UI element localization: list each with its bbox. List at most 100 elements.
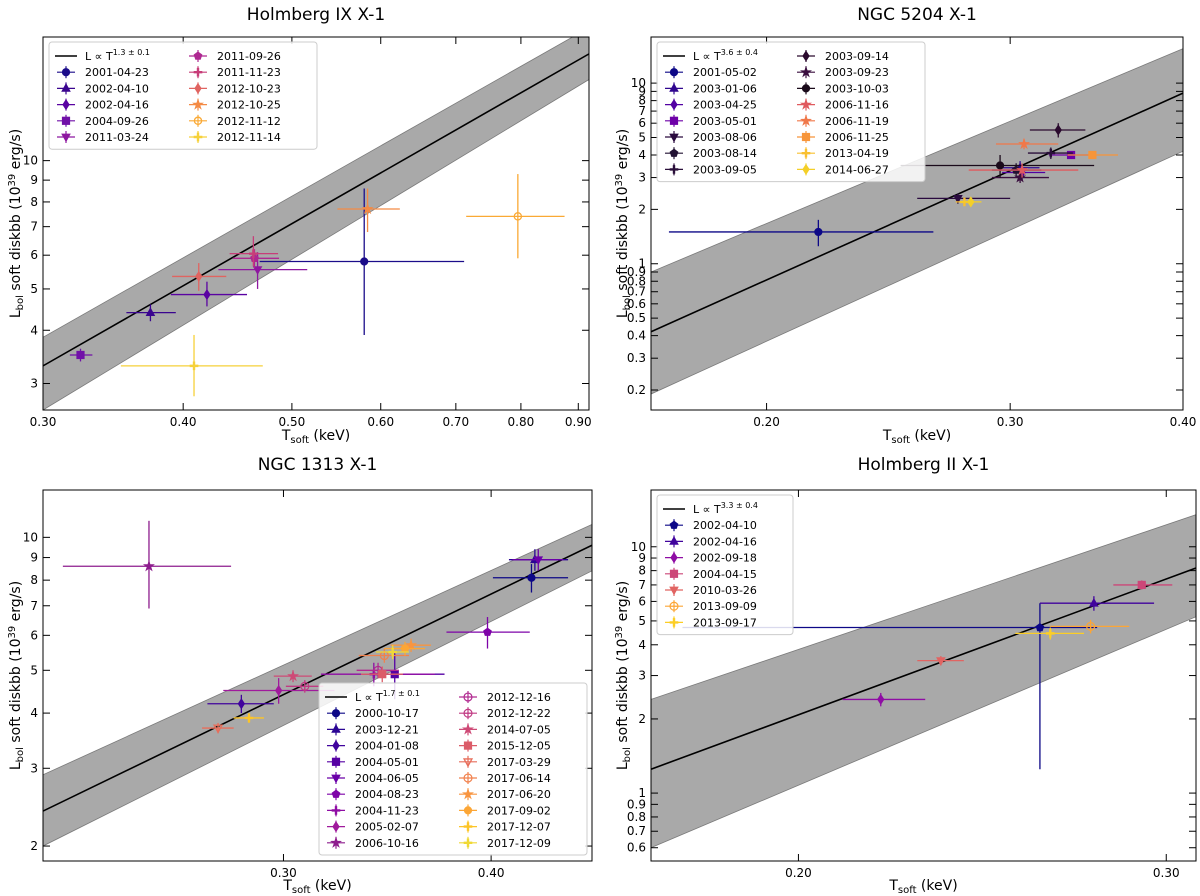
legend-entry-2014-07-05: 2014-07-05 xyxy=(459,723,551,736)
x-tick-label: 0.30 xyxy=(270,866,297,880)
panel-3-point-2012-12-22 xyxy=(285,680,324,693)
panel-3-point-2004-08-23 xyxy=(446,617,530,649)
legend-label: 2017-09-02 xyxy=(487,804,551,817)
legend-label: 2001-05-02 xyxy=(693,66,757,79)
legend-label: 2017-03-29 xyxy=(487,756,551,769)
legend-entry-2004-05-01: 2004-05-01 xyxy=(327,755,419,769)
panel-1-plot-area xyxy=(43,37,589,410)
data-marker xyxy=(212,724,224,734)
data-marker xyxy=(76,350,85,360)
panel-1-y-axis-label: Lbol soft diskbb (1039 erg/s) xyxy=(7,129,26,318)
legend-label: 2012-12-22 xyxy=(487,707,551,720)
legend-marker xyxy=(62,99,70,111)
legend-label: 2013-09-09 xyxy=(693,600,757,613)
data-marker xyxy=(237,698,246,710)
y-tick-label: 4 xyxy=(638,148,646,162)
legend-entry-2003-09-23: 2003-09-23 xyxy=(797,65,889,79)
legend-entry-2003-01-06: 2003-01-06 xyxy=(665,82,757,95)
panel-2-point-2001-05-02 xyxy=(668,219,934,247)
y-tick-label: 3 xyxy=(30,761,38,775)
panel-1-fit-band xyxy=(43,37,589,410)
legend-marker xyxy=(670,552,678,564)
y-tick-label: 9 xyxy=(638,551,646,565)
legend-label: 2006-11-25 xyxy=(825,131,889,144)
panel-3-x-axis-label: Tsoft (keV) xyxy=(282,878,351,896)
legend-entry-2003-08-06: 2003-08-06 xyxy=(665,131,757,144)
data-marker xyxy=(1088,150,1097,160)
legend-label: 2002-04-16 xyxy=(85,99,149,112)
legend-label: 2004-01-08 xyxy=(355,740,419,753)
legend-marker xyxy=(462,758,474,768)
panel-4-y-axis-label: Lbol soft diskbb (1039 erg/s) xyxy=(614,581,633,770)
legend-entry-2002-04-10: 2002-04-10 xyxy=(665,519,757,532)
y-tick-label: 6 xyxy=(638,116,646,130)
legend-entry-2003-09-05: 2003-09-05 xyxy=(665,163,757,176)
y-tick-label: 6 xyxy=(30,628,38,642)
legend-fit-label: L ∝ T3.6 ± 0.4 xyxy=(693,48,758,63)
panel-1-point-2012-10-23 xyxy=(172,263,227,291)
legend-entry-2004-01-08: 2004-01-08 xyxy=(327,739,419,753)
legend-label: 2003-04-25 xyxy=(693,99,757,112)
panel-3-point-2004-06-05 xyxy=(512,549,564,571)
data-marker xyxy=(953,195,963,204)
data-marker xyxy=(287,669,300,682)
panel-3-point-2015-12-05 xyxy=(360,666,403,683)
y-tick-label: 2 xyxy=(638,712,646,726)
data-marker xyxy=(189,361,199,371)
legend-label: 2003-09-23 xyxy=(825,66,889,79)
legend-box xyxy=(48,41,318,150)
panel-3-point-2017-12-07 xyxy=(233,713,264,723)
legend-marker xyxy=(669,133,679,143)
legend-label: 2006-11-16 xyxy=(825,99,889,112)
legend-label: 2003-08-06 xyxy=(693,131,757,144)
legend-marker xyxy=(463,741,473,750)
y-tick-label: 10 xyxy=(631,540,646,554)
x-tick-label: 0.40 xyxy=(170,415,197,429)
y-tick-label: 10 xyxy=(23,154,38,168)
legend-entry-2014-06-27: 2014-06-27 xyxy=(797,163,889,176)
panel-2-point-2006-11-19 xyxy=(995,137,1059,150)
panel-3-point-2017-03-29 xyxy=(202,722,234,734)
y-tick-label: 5 xyxy=(30,282,38,296)
panel-2-point-2014-06-27 xyxy=(960,196,982,208)
panel-3-ngc-1313-x-1: 0.30 0.40 2 3 4 5 6 7 8 9 10 NGC 1313 X-1 Tsoft (keV… xyxy=(7,455,593,896)
y-tick-label: 5 xyxy=(638,614,646,628)
y-tick-label: 6 xyxy=(638,594,646,608)
legend-label: 2012-12-16 xyxy=(487,691,551,704)
legend-marker xyxy=(330,836,342,848)
x-tick-label: 0.20 xyxy=(753,415,780,429)
panel-3-point-2006-10-16 xyxy=(62,520,232,609)
legend-entry-2012-10-23: 2012-10-23 xyxy=(189,82,281,95)
data-marker xyxy=(995,161,1005,170)
data-marker xyxy=(936,657,946,666)
legend-label: 2001-04-23 xyxy=(85,66,149,79)
y-tick-label: 5 xyxy=(30,663,38,677)
panel-4-point-2002-04-16 xyxy=(1039,596,1155,611)
panel-1-fit-line xyxy=(43,53,589,367)
y-tick-label: 2 xyxy=(638,202,646,216)
legend-entry-2006-11-25: 2006-11-25 xyxy=(797,131,889,144)
panel-2-y-axis-label: Lbol soft diskbb (1039 erg/s) xyxy=(614,129,633,318)
data-marker xyxy=(877,693,885,706)
legend-entry-2004-09-26: 2004-09-26 xyxy=(57,114,149,128)
panel-3-point-2004-01-08 xyxy=(207,694,274,714)
y-tick-label: 10 xyxy=(631,76,646,90)
legend-entry-2004-08-23: 2004-08-23 xyxy=(327,788,419,801)
panel-3-legend: L ∝ T1.7 ± 0.1 2000-10-17 2003-12-21 2004-0… xyxy=(318,682,588,856)
legend-entry-2003-10-03: 2003-10-03 xyxy=(797,82,889,95)
legend-entry-2012-10-25: 2012-10-25 xyxy=(189,98,281,112)
legend-label: 2006-11-19 xyxy=(825,115,889,128)
legend-label: 2002-04-16 xyxy=(693,535,757,548)
x-tick-label: 0.40 xyxy=(478,866,505,880)
data-marker xyxy=(527,573,536,582)
panel-4-point-2013-09-09 xyxy=(1050,619,1130,634)
y-tick-label: 3 xyxy=(638,669,646,683)
legend-label: 2014-07-05 xyxy=(487,723,551,736)
legend-entry-2004-11-23: 2004-11-23 xyxy=(327,804,419,817)
panel-3-fit-band xyxy=(43,523,592,847)
legend-label: 2004-11-23 xyxy=(355,804,419,817)
panel-1-point-2012-11-12 xyxy=(466,174,565,259)
legend-marker xyxy=(800,65,812,78)
